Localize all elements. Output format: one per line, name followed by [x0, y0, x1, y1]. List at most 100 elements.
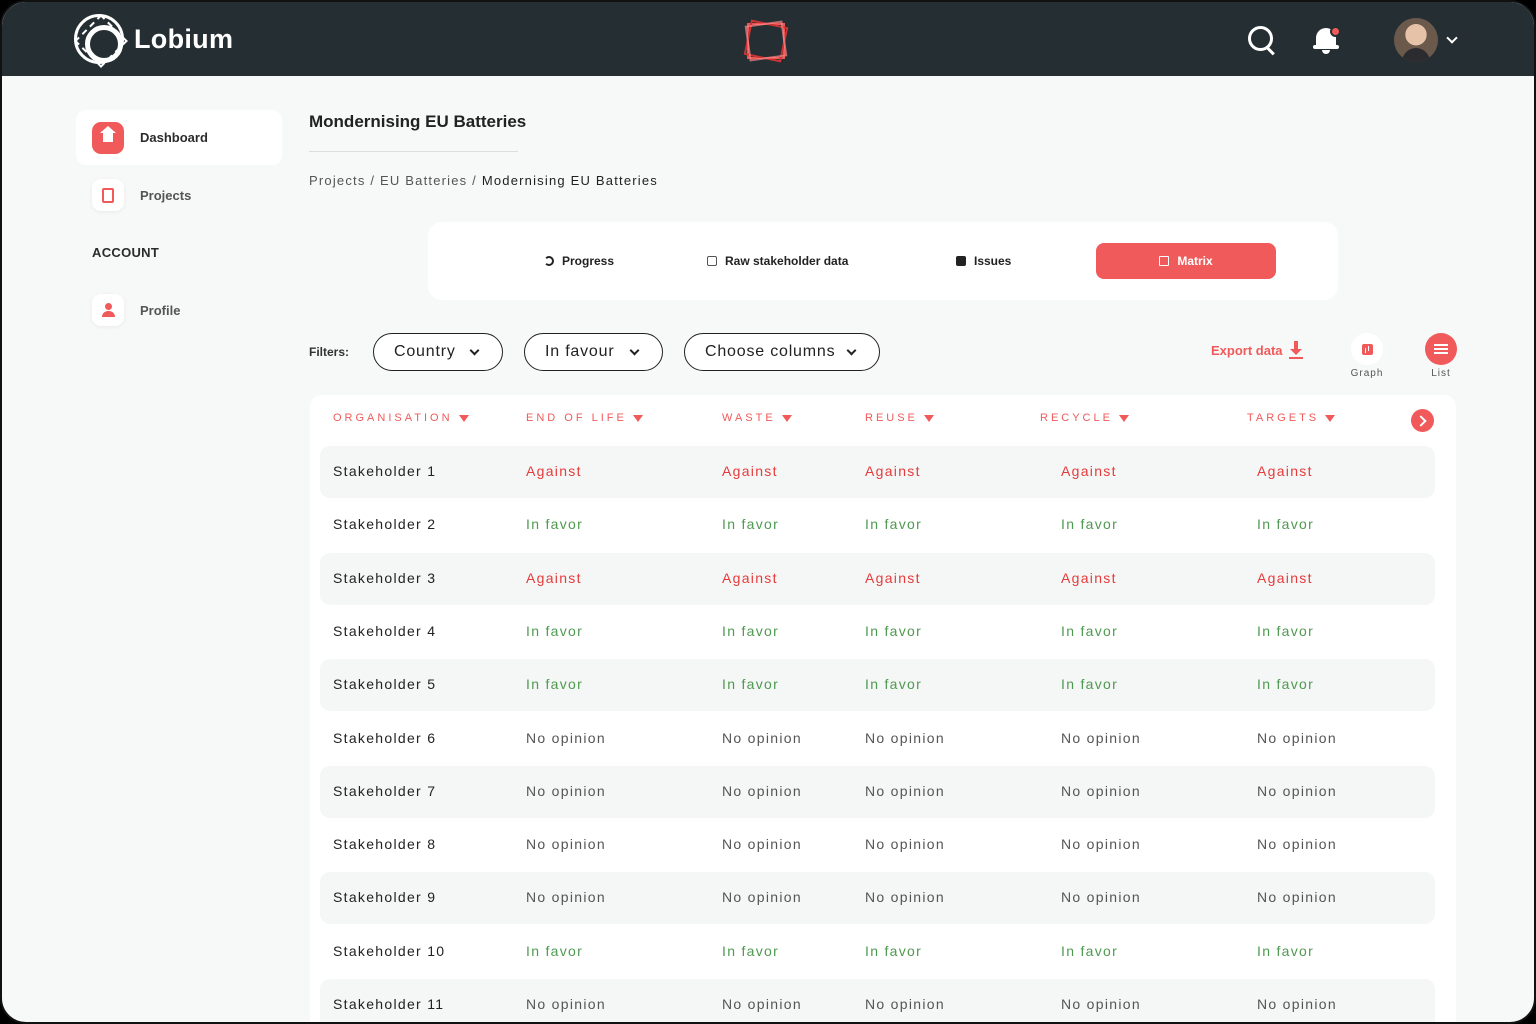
- stance-cell: No opinion: [865, 783, 945, 799]
- notification-dot: [1330, 26, 1341, 37]
- table-row[interactable]: Stakeholder 8 No opinion No opinion No opin…: [320, 819, 1435, 871]
- column-header-reuse[interactable]: REUSE: [865, 412, 934, 424]
- organisation-cell: Stakeholder 8: [333, 836, 437, 852]
- column-header-recycle[interactable]: RECYCLE: [1040, 412, 1129, 424]
- table-row[interactable]: Stakeholder 3 Against Against Against Agains…: [320, 553, 1435, 605]
- stance-cell: No opinion: [865, 996, 945, 1012]
- column-header-label: ORGANISATION: [333, 412, 453, 424]
- notification-bell-icon[interactable]: [1312, 24, 1342, 56]
- sidebar-item-projects[interactable]: Projects: [76, 179, 191, 211]
- stance-cell: No opinion: [1257, 836, 1337, 852]
- stance-cell: No opinion: [722, 730, 802, 746]
- table-row[interactable]: Stakeholder 10 In favor In favor In favor In…: [320, 926, 1435, 978]
- stance-cell: No opinion: [722, 836, 802, 852]
- stance-cell: No opinion: [722, 996, 802, 1012]
- sort-down-icon[interactable]: [1325, 414, 1336, 422]
- tab-issues[interactable]: Issues: [956, 243, 1011, 279]
- stance-filter-dropdown[interactable]: In favour: [524, 333, 663, 371]
- tab-matrix[interactable]: Matrix: [1096, 243, 1276, 279]
- stance-cell: Against: [722, 463, 778, 479]
- table-row[interactable]: Stakeholder 9 No opinion No opinion No opin…: [320, 872, 1435, 924]
- stance-cell: No opinion: [526, 996, 606, 1012]
- stance-cell: No opinion: [1257, 889, 1337, 905]
- search-icon[interactable]: [1246, 24, 1276, 54]
- stance-cell: No opinion: [865, 730, 945, 746]
- sort-down-icon[interactable]: [781, 414, 792, 422]
- stance-cell: Against: [1257, 570, 1313, 586]
- stance-cell: No opinion: [526, 889, 606, 905]
- avatar[interactable]: [1394, 18, 1438, 62]
- app-name: Lobium: [134, 23, 234, 54]
- stance-cell: In favor: [1061, 516, 1119, 532]
- home-icon: [92, 121, 124, 154]
- table-row[interactable]: Stakeholder 5 In favor In favor In favor In …: [320, 659, 1435, 711]
- sort-down-icon[interactable]: [632, 414, 643, 422]
- sidebar-item-label: Dashboard: [140, 130, 208, 145]
- stance-cell: No opinion: [1061, 889, 1141, 905]
- table-row[interactable]: Stakeholder 1 Against Against Against Agains…: [320, 446, 1435, 498]
- tab-raw-stakeholder-data[interactable]: Raw stakeholder data: [707, 243, 848, 279]
- breadcrumb-projects[interactable]: Projects: [309, 173, 366, 188]
- column-header-label: END OF LIFE: [526, 412, 627, 424]
- column-header-label: RECYCLE: [1040, 412, 1113, 424]
- choose-columns-dropdown[interactable]: Choose columns: [684, 333, 880, 371]
- sidebar-item-dashboard[interactable]: Dashboard: [76, 110, 282, 165]
- stance-cell: No opinion: [722, 889, 802, 905]
- stance-cell: In favor: [722, 516, 780, 532]
- table-row[interactable]: Stakeholder 2 In favor In favor In favor In …: [320, 499, 1435, 551]
- chevron-down-icon[interactable]: [1446, 32, 1458, 44]
- tab-progress[interactable]: Progress: [544, 243, 614, 279]
- user-icon: [92, 294, 124, 326]
- breadcrumb-eu-batteries[interactable]: EU Batteries: [380, 173, 468, 188]
- top-bar: Lobium: [2, 2, 1534, 76]
- list-caption: List: [1431, 368, 1451, 379]
- view-tabs: Progress Raw stakeholder data Issues Mat…: [428, 222, 1338, 300]
- list-view-button[interactable]: [1425, 333, 1457, 365]
- stance-cell: In favor: [1061, 943, 1119, 959]
- table-row[interactable]: Stakeholder 4 In favor In favor In favor In …: [320, 606, 1435, 658]
- sort-down-icon[interactable]: [1118, 414, 1129, 422]
- column-header-organisation[interactable]: ORGANISATION: [333, 412, 469, 424]
- stance-cell: In favor: [1257, 676, 1315, 692]
- stance-cell: Against: [1257, 463, 1313, 479]
- export-data-button[interactable]: Export data: [1211, 341, 1303, 359]
- stance-cell: No opinion: [1257, 996, 1337, 1012]
- organisation-cell: Stakeholder 9: [333, 889, 437, 905]
- app-logo[interactable]: Lobium: [74, 14, 233, 64]
- sort-down-icon[interactable]: [458, 414, 469, 422]
- sidebar-item-profile[interactable]: Profile: [76, 294, 180, 326]
- organisation-cell: Stakeholder 11: [333, 996, 445, 1012]
- stance-cell: In favor: [1257, 516, 1315, 532]
- column-header-end-of-life[interactable]: END OF LIFE: [526, 412, 643, 424]
- stance-cell: No opinion: [722, 783, 802, 799]
- stance-cell: No opinion: [526, 836, 606, 852]
- dropdown-value: In favour: [545, 343, 615, 360]
- next-columns-button[interactable]: [1411, 409, 1434, 432]
- table-row[interactable]: Stakeholder 7 No opinion No opinion No opin…: [320, 766, 1435, 818]
- column-header-targets[interactable]: TARGETS: [1247, 412, 1336, 424]
- table-row[interactable]: Stakeholder 6 No opinion No opinion No opin…: [320, 713, 1435, 765]
- column-header-waste[interactable]: WASTE: [722, 412, 792, 424]
- breadcrumb: Projects / EU Batteries / Modernising EU…: [309, 173, 658, 188]
- tab-label: Issues: [974, 254, 1012, 268]
- stance-cell: In favor: [1257, 623, 1315, 639]
- country-filter-dropdown[interactable]: Country: [373, 333, 503, 371]
- table-row[interactable]: Stakeholder 11 No opinion No opinion No opi…: [320, 979, 1435, 1022]
- stance-cell: In favor: [722, 676, 780, 692]
- sidebar-item-label: Profile: [140, 302, 181, 318]
- organisation-cell: Stakeholder 1: [333, 463, 437, 479]
- stance-cell: In favor: [526, 943, 584, 959]
- tab-label: Raw stakeholder data: [725, 254, 849, 268]
- sort-down-icon[interactable]: [923, 414, 934, 422]
- dropdown-value: Choose columns: [705, 343, 836, 360]
- tab-label: Progress: [562, 254, 615, 268]
- stance-cell: In favor: [865, 516, 923, 532]
- organisation-cell: Stakeholder 4: [333, 623, 437, 639]
- brand-mark-icon: [742, 18, 790, 64]
- document-icon: [92, 179, 124, 211]
- graph-view-button[interactable]: [1351, 333, 1383, 365]
- organisation-cell: Stakeholder 6: [333, 730, 437, 746]
- stance-cell: No opinion: [1061, 730, 1141, 746]
- stance-cell: In favor: [526, 676, 584, 692]
